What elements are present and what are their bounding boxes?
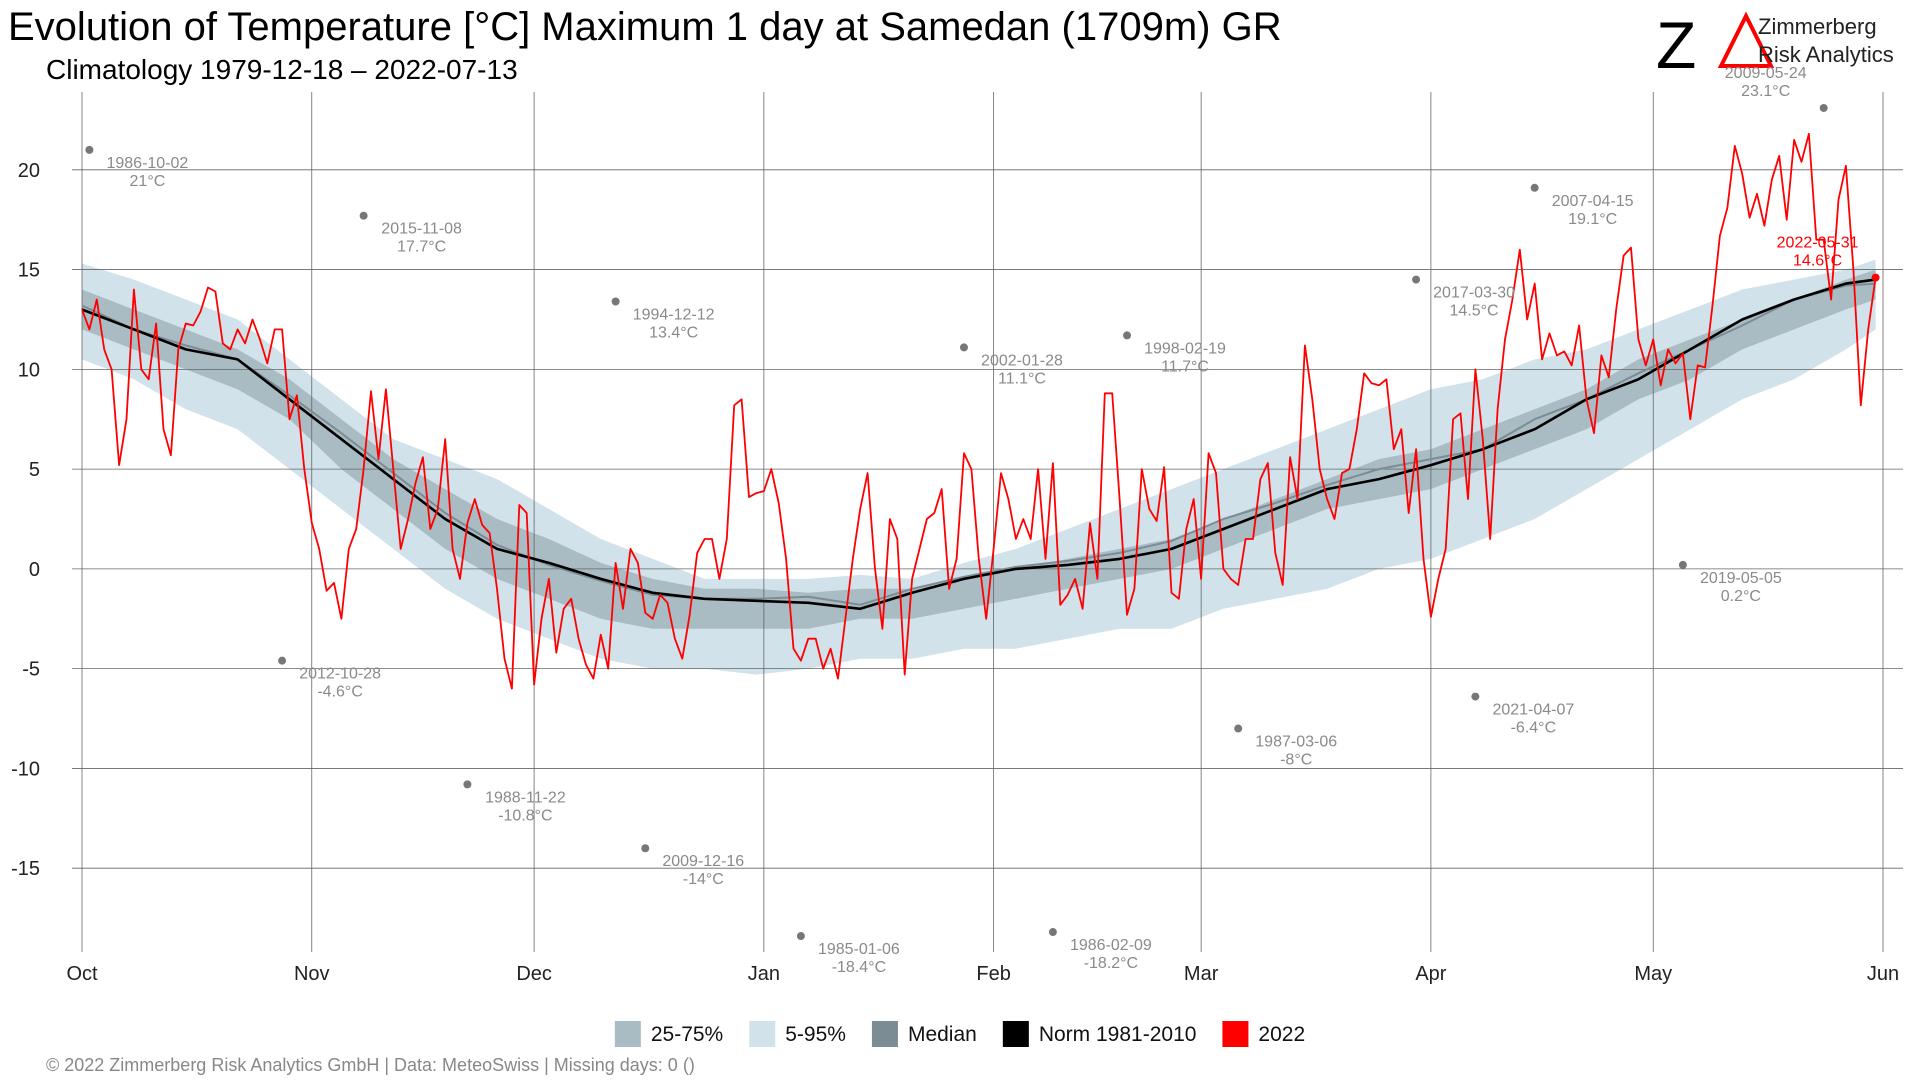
record-point: [359, 211, 368, 220]
legend-swatch: [871, 1021, 898, 1047]
record-value: -8°C: [1280, 752, 1312, 769]
record-date: 2019-05-05: [1700, 570, 1782, 587]
y-tick-label: 5: [29, 459, 40, 481]
y-tick-label: 20: [18, 160, 40, 182]
record-point: [959, 343, 968, 352]
legend-swatch: [749, 1021, 776, 1047]
legend-items: 25-75% 5-95% Median Norm 1981-2010 2022: [614, 1021, 1305, 1047]
footer: © 2022 Zimmerberg Risk Analytics GmbH | …: [46, 1055, 695, 1075]
record-date: 1986-02-09: [1070, 937, 1152, 954]
record-point: [641, 844, 650, 853]
legend-swatch: [1002, 1021, 1029, 1047]
record-value: 11.7°C: [1161, 358, 1209, 375]
record-value: -14°C: [683, 871, 724, 888]
series-line: [81, 278, 1876, 611]
x-tick-label: Feb: [976, 963, 1010, 985]
chart-title: Evolution of Temperature [°C] Maximum 1 …: [8, 5, 1282, 49]
record-value: 17.7°C: [397, 239, 446, 256]
record-date: 2009-12-16: [662, 853, 744, 870]
record-date: 2017-03-30: [1433, 285, 1515, 302]
record-date: 2002-01-28: [981, 352, 1063, 369]
record-point: [1819, 103, 1828, 112]
record-value: -10.8°C: [498, 807, 552, 824]
record-value: -18.2°C: [1084, 955, 1138, 972]
record-date: 1987-03-06: [1255, 734, 1337, 751]
record-date: 1994-12-12: [633, 307, 715, 324]
y-tick-label: -10: [11, 758, 40, 780]
record-date: 2021-04-07: [1492, 702, 1574, 719]
record-date: 2015-11-08: [381, 221, 462, 238]
x-tick-label: Oct: [66, 963, 98, 985]
record-value: -18.4°C: [832, 959, 886, 976]
x-tick-label: Dec: [516, 963, 552, 985]
record-date: 2012-10-28: [299, 666, 381, 683]
y-tick-label: -15: [11, 858, 40, 880]
legend-label: Norm 1981-2010: [1039, 1023, 1197, 1046]
y-tick-label: 15: [18, 260, 40, 282]
y-tick-label: 10: [18, 359, 40, 381]
record-date: 2007-04-15: [1552, 193, 1634, 210]
logo-tagline: Risk Analytics: [1758, 42, 1894, 67]
legend-swatch: [1222, 1021, 1249, 1047]
plot-area: -15 -10 -5 0 5 10 15 20 Oct Nov Dec Jan Feb Mar Apr May…: [11, 65, 1903, 985]
record-point: [85, 145, 94, 154]
legend: 25-75% 5-95% Median Norm 1981-2010 2022: [614, 1021, 1305, 1047]
logo-triangle: [1717, 11, 1775, 68]
x-tick-label: Mar: [1184, 963, 1219, 985]
logo-name: Zimmerberg: [1758, 14, 1877, 39]
record-date: 1988-11-22: [485, 789, 566, 806]
y-tick-label: 0: [29, 559, 40, 581]
legend-label: Median: [908, 1023, 977, 1046]
x-tick-label: Nov: [294, 963, 330, 985]
record-date: 2009-05-24: [1725, 65, 1807, 82]
record-point: [278, 656, 287, 665]
legend-swatch: [614, 1021, 641, 1047]
record-value: 0.2°C: [1721, 588, 1761, 605]
record-date: 1998-02-19: [1144, 340, 1226, 357]
legend-label: 2022: [1258, 1023, 1305, 1046]
record-value: 14.6°C: [1793, 253, 1842, 270]
logo-mark: Z: [1656, 8, 1696, 82]
band-area: [82, 269, 1876, 629]
record-point: [1412, 275, 1421, 284]
record-date: 2022-05-31: [1777, 235, 1859, 252]
record-point: [1123, 331, 1132, 340]
record-point: [796, 932, 805, 941]
x-tick-label: Jan: [748, 963, 780, 985]
record-point: [611, 297, 620, 306]
record-value: 21°C: [130, 173, 166, 190]
legend-label: 5-95%: [785, 1023, 846, 1046]
record-date: 1986-10-02: [106, 155, 188, 172]
record-point: [1471, 692, 1480, 701]
record-point: [1234, 724, 1243, 733]
record-point: [1530, 183, 1539, 192]
record-point: [463, 780, 472, 789]
x-tick-label: Apr: [1415, 963, 1446, 985]
record-value: 23.1°C: [1741, 83, 1790, 100]
record-value: 11.1°C: [998, 370, 1046, 387]
x-tick-label: Jun: [1867, 963, 1899, 985]
record-value: -4.6°C: [317, 684, 363, 701]
record-value: 19.1°C: [1568, 211, 1617, 228]
y-tick-label: -5: [22, 659, 40, 681]
legend-label: 25-75%: [651, 1023, 723, 1046]
record-date: 1985-01-06: [818, 941, 900, 958]
record-value: -6.4°C: [1511, 720, 1557, 737]
record-point: [1048, 928, 1057, 937]
record-value: 13.4°C: [649, 325, 698, 342]
x-tick-label: May: [1634, 963, 1672, 985]
record-point: [1871, 273, 1880, 282]
record-point: [1678, 560, 1687, 569]
chart-subtitle: Climatology 1979-12-18 – 2022-07-13: [46, 54, 518, 85]
record-value: 14.5°C: [1450, 303, 1499, 320]
series-line: [81, 133, 1877, 690]
